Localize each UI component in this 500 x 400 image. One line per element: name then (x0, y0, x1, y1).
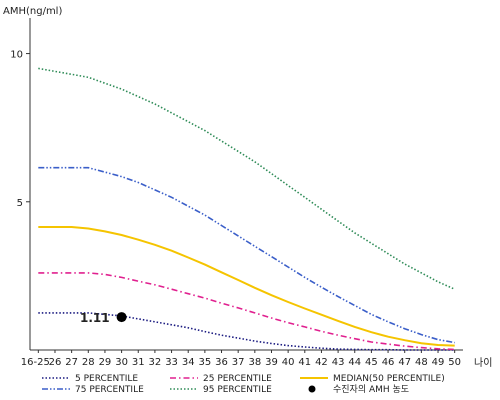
x-tick-label: 27 (65, 357, 78, 368)
series-line-3 (38, 166, 455, 344)
x-tick-label: 46 (382, 357, 395, 368)
x-tick-label: 50 (448, 357, 461, 368)
x-tick-label: 34 (182, 357, 195, 368)
x-tick-label: 48 (415, 357, 428, 368)
x-tick-label: 44 (348, 357, 361, 368)
x-tick-label: 40 (282, 357, 295, 368)
x-tick-label: 37 (232, 357, 245, 368)
x-tick-label: 26 (49, 357, 62, 368)
x-tick-label: 42 (315, 357, 328, 368)
x-tick-label: 41 (298, 357, 311, 368)
y-ticks: 5 10 (10, 50, 30, 209)
series-line-2 (38, 226, 455, 347)
series-line-0 (38, 312, 455, 351)
patient-amh-value: 1.11 (80, 311, 110, 325)
x-tick-label: 38 (248, 357, 261, 368)
series-line-4 (38, 67, 456, 290)
chart-axes (29, 18, 463, 351)
marker-layer: 1.11 (80, 311, 127, 325)
x-tick-label: 30 (115, 357, 128, 368)
series-line-1 (38, 272, 455, 351)
patient-amh-marker (116, 312, 127, 323)
legend-label-0: 5 PERCENTILE (75, 374, 138, 384)
x-tick-label: 31 (132, 357, 145, 368)
legend-marker-swatch (308, 385, 316, 393)
x-tick-label: 29 (99, 357, 112, 368)
y-axis-label: AMH(ng/ml) (3, 6, 62, 17)
y-tick-label: 10 (10, 50, 23, 61)
x-tick-label: 49 (432, 357, 445, 368)
legend-label-4: 95 PERCENTILE (203, 385, 272, 395)
x-tick-label: 28 (82, 357, 95, 368)
percentile-lines (38, 67, 456, 351)
x-tick-label: 45 (365, 357, 378, 368)
x-tick-label: 16-25 (21, 357, 50, 368)
legend-label-1: 25 PERCENTILE (203, 374, 272, 384)
legend: 5 PERCENTILE 25 PERCENTILE MEDIAN(50 PERCE… (42, 374, 445, 395)
x-tick-label: 35 (198, 357, 211, 368)
y-tick-label: 5 (17, 198, 23, 209)
x-tick-label: 36 (215, 357, 228, 368)
legend-label-3: 75 PERCENTILE (75, 385, 144, 395)
x-axis-label: 나이 (474, 357, 492, 369)
x-tick-label: 43 (332, 357, 345, 368)
legend-label-2: MEDIAN(50 PERCENTILE) (333, 374, 445, 384)
x-tick-label: 39 (265, 357, 278, 368)
legend-marker-label: 수진자의 AMH 농도 (333, 384, 409, 395)
x-tick-label: 47 (398, 357, 411, 368)
x-tick-label: 33 (165, 357, 178, 368)
x-tick-label: 32 (149, 357, 162, 368)
